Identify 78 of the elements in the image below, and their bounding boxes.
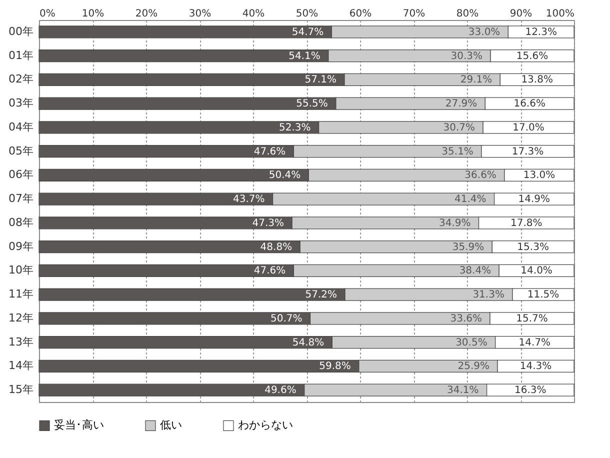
- x-tick-label: 100%: [546, 8, 574, 20]
- data-label: 54.8%: [292, 337, 324, 348]
- data-label: 35.1%: [442, 146, 474, 158]
- data-label: 30.5%: [456, 337, 488, 348]
- data-label: 30.7%: [443, 122, 476, 134]
- data-label: 17.0%: [512, 122, 544, 134]
- y-tick-label: 09年: [8, 240, 34, 253]
- y-tick-label: 04年: [8, 120, 34, 134]
- y-tick-label: 06年: [8, 168, 34, 182]
- data-label: 16.3%: [514, 385, 546, 396]
- y-tick-label: 13年: [8, 335, 34, 348]
- data-label: 29.1%: [460, 74, 492, 86]
- y-tick-label: 14年: [8, 359, 34, 372]
- data-label: 30.3%: [450, 50, 483, 62]
- y-tick-label: 03年: [8, 96, 34, 110]
- data-label: 33.6%: [450, 313, 482, 324]
- data-label: 38.4%: [459, 266, 492, 277]
- data-label: 15.7%: [516, 313, 548, 324]
- data-label: 50.7%: [270, 313, 302, 324]
- x-tick-label: 60%: [349, 8, 372, 20]
- x-tick-label: 80%: [456, 8, 479, 20]
- legend-label: 妥当･高い: [54, 418, 104, 432]
- data-label: 52.3%: [279, 122, 311, 134]
- data-label: 15.3%: [517, 242, 549, 253]
- data-label: 57.1%: [304, 74, 336, 86]
- data-label: 57.2%: [305, 290, 338, 301]
- y-tick-label: 11年: [8, 288, 34, 301]
- x-tick-label: 20%: [135, 8, 158, 20]
- legend-label: わからない: [238, 418, 293, 432]
- data-label: 14.3%: [520, 361, 552, 372]
- data-label: 27.9%: [445, 98, 478, 110]
- data-label: 35.9%: [452, 242, 484, 253]
- data-label: 59.8%: [319, 361, 351, 372]
- y-tick-label: 12年: [8, 311, 34, 324]
- y-tick-label: 15年: [8, 383, 34, 396]
- data-label: 13.0%: [523, 170, 556, 182]
- x-tick-label: 0%: [40, 8, 56, 20]
- x-tick-label: 40%: [242, 8, 265, 20]
- legend-label: 低い: [160, 418, 182, 432]
- y-tick-label: 08年: [8, 216, 34, 229]
- data-label: 50.4%: [268, 170, 301, 182]
- y-tick-label: 01年: [8, 48, 34, 62]
- y-tick-label: 07年: [8, 192, 34, 206]
- data-label: 47.3%: [252, 218, 284, 229]
- data-label: 13.8%: [521, 74, 553, 86]
- data-label: 49.6%: [264, 385, 296, 396]
- data-label: 47.6%: [254, 146, 286, 158]
- data-label: 16.6%: [514, 98, 546, 110]
- x-tick-label: 30%: [188, 8, 212, 20]
- data-label: 54.1%: [288, 50, 320, 62]
- data-label: 41.4%: [454, 194, 486, 206]
- data-label: 17.3%: [512, 146, 544, 158]
- x-tick-label: 90%: [510, 8, 532, 20]
- data-label: 34.9%: [438, 218, 471, 229]
- data-label: 33.0%: [468, 26, 500, 38]
- data-label: 14.9%: [518, 194, 550, 206]
- y-tick-label: 10年: [8, 264, 34, 277]
- data-label: 31.3%: [472, 290, 504, 301]
- data-label: 54.7%: [292, 26, 324, 38]
- x-tick-label: 50%: [296, 8, 318, 20]
- x-tick-label: 10%: [82, 8, 104, 20]
- data-label: 17.8%: [510, 218, 542, 229]
- data-label: 14.0%: [520, 266, 552, 277]
- data-label: 15.6%: [516, 50, 548, 62]
- data-label: 14.7%: [518, 337, 551, 348]
- x-tick-label: 70%: [402, 8, 426, 20]
- y-tick-label: 02年: [8, 72, 34, 86]
- data-label: 36.6%: [464, 170, 496, 182]
- data-label: 11.5%: [527, 290, 560, 301]
- data-label: 12.3%: [525, 26, 557, 38]
- data-label: 55.5%: [296, 98, 328, 110]
- data-label: 47.6%: [254, 266, 286, 277]
- y-tick-label: 00年: [8, 24, 34, 38]
- data-label: 48.8%: [260, 242, 292, 253]
- data-label: 43.7%: [233, 194, 265, 206]
- data-label: 25.9%: [458, 361, 490, 372]
- data-label: 34.1%: [447, 385, 479, 396]
- y-tick-label: 05年: [8, 144, 34, 158]
